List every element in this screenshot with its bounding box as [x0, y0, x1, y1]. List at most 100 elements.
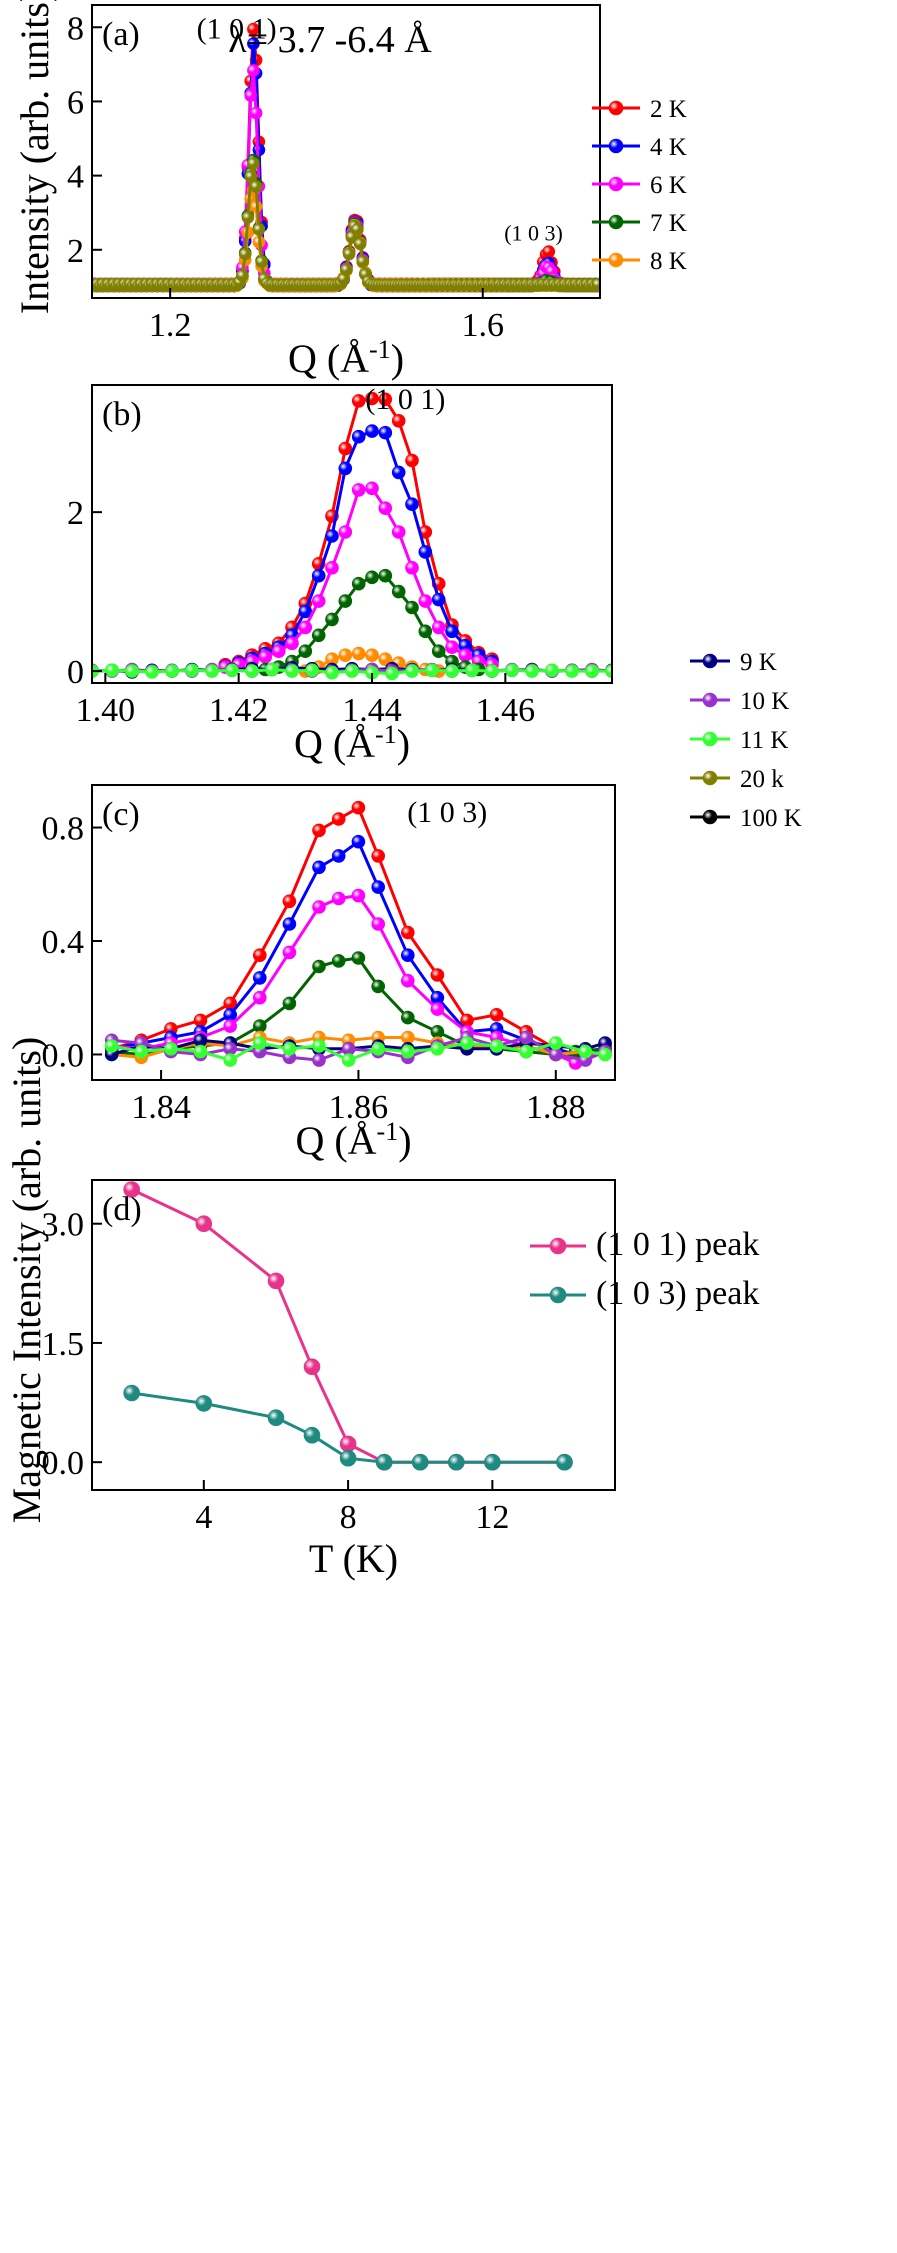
y-tick-label: 8: [67, 10, 84, 47]
legend-item: 100 K: [690, 805, 802, 832]
x-tick-label: 1.86: [329, 1089, 389, 1126]
data-point: [241, 211, 255, 224]
data-point: [505, 663, 519, 678]
data-point: [371, 917, 386, 931]
y-tick-label: 0.0: [42, 1445, 85, 1482]
data-point: [338, 648, 353, 663]
data-point: [405, 497, 419, 512]
data-point: [298, 620, 313, 635]
legend-label: 4 K: [650, 134, 687, 161]
x-tick-label: 1.6: [462, 307, 505, 344]
series-unlabeled-5: [92, 157, 600, 293]
data-point: [193, 1013, 208, 1028]
data-point: [312, 959, 326, 974]
data-point: [542, 245, 556, 258]
data-point: [123, 1384, 140, 1402]
data-point: [282, 917, 297, 931]
data-point: [104, 1039, 119, 1053]
series-line: [131, 1391, 565, 1464]
legend-marker: [608, 100, 624, 116]
data-point: [605, 664, 612, 678]
data-point: [282, 894, 297, 909]
data-point: [378, 568, 393, 583]
legend-label: 100 K: [740, 805, 802, 832]
data-point: [378, 425, 393, 440]
data-point: [400, 925, 415, 940]
plot-area: [104, 800, 612, 1070]
x-tick-label: 1.84: [131, 1089, 191, 1126]
data-point: [385, 666, 399, 681]
data-point: [252, 223, 266, 236]
data-point: [430, 968, 445, 982]
series-11-k: [92, 662, 612, 681]
data-point: [591, 278, 600, 291]
data-point: [405, 664, 419, 678]
data-point: [267, 1409, 285, 1426]
data-point: [252, 971, 267, 985]
data-point: [311, 568, 326, 583]
series-line: [111, 839, 606, 1057]
x-tick-label: 8: [340, 1499, 357, 1536]
data-point: [371, 979, 386, 994]
legend-marker: [608, 252, 624, 268]
data-point: [356, 255, 370, 268]
data-point: [391, 465, 406, 480]
data-point: [249, 106, 263, 120]
data-point: [565, 664, 579, 678]
legend-item: 10 K: [690, 688, 789, 715]
data-point: [378, 392, 393, 407]
data-point: [378, 652, 393, 667]
data-point: [338, 461, 353, 476]
plot-area: [92, 22, 600, 293]
data-point: [431, 644, 446, 659]
data-point: [331, 849, 346, 863]
legend-label: (1 0 1) peak: [596, 1226, 759, 1263]
y-tick-label: 0.0: [42, 1037, 85, 1074]
data-point: [325, 529, 339, 543]
data-point: [249, 180, 263, 193]
legend-item: (1 0 3) peak: [530, 1275, 759, 1312]
data-point: [331, 891, 346, 906]
data-point: [400, 1010, 415, 1025]
data-point: [548, 1036, 563, 1050]
plot-frame: [91, 784, 616, 1081]
data-point: [338, 525, 353, 539]
data-point: [430, 1042, 445, 1056]
data-point: [519, 1044, 534, 1059]
data-point: [305, 663, 319, 678]
data-point: [312, 1053, 326, 1067]
data-point: [405, 560, 419, 575]
data-point: [164, 1042, 178, 1056]
data-point: [312, 1039, 326, 1053]
data-point: [244, 89, 257, 102]
legend-item: 20 k: [690, 766, 784, 793]
data-point: [351, 483, 366, 497]
legend-label: 2 K: [650, 96, 687, 123]
data-point: [400, 948, 415, 963]
data-point: [298, 644, 313, 659]
peak-label: (1 0 1): [365, 383, 445, 416]
data-point: [252, 1036, 267, 1050]
data-point: [365, 424, 379, 438]
data-point: [485, 664, 499, 678]
panel-d: 4 8 12 0.0 1.5 3.0 T (K) (d) (1 0 1) peak (1 0 3)…: [42, 1179, 759, 1581]
data-point: [400, 1044, 415, 1059]
data-point: [351, 951, 366, 965]
legend-marker: [608, 214, 624, 230]
legend-label: (1 0 3) peak: [596, 1275, 759, 1312]
data-point: [418, 545, 433, 559]
panel-label: (c): [102, 796, 140, 833]
legend-item: 7 K: [592, 210, 687, 237]
data-point: [331, 954, 346, 968]
data-point: [282, 945, 297, 960]
data-point: [255, 255, 268, 269]
x-axis-label: Q (Å-1): [294, 720, 410, 767]
legend-label: 11 K: [740, 727, 788, 754]
data-point: [340, 263, 353, 277]
legend-marker: [608, 138, 624, 154]
data-point: [339, 1435, 357, 1453]
data-point: [445, 664, 459, 678]
data-point: [371, 849, 386, 863]
legend-marker: [702, 731, 718, 747]
data-point: [105, 663, 119, 678]
